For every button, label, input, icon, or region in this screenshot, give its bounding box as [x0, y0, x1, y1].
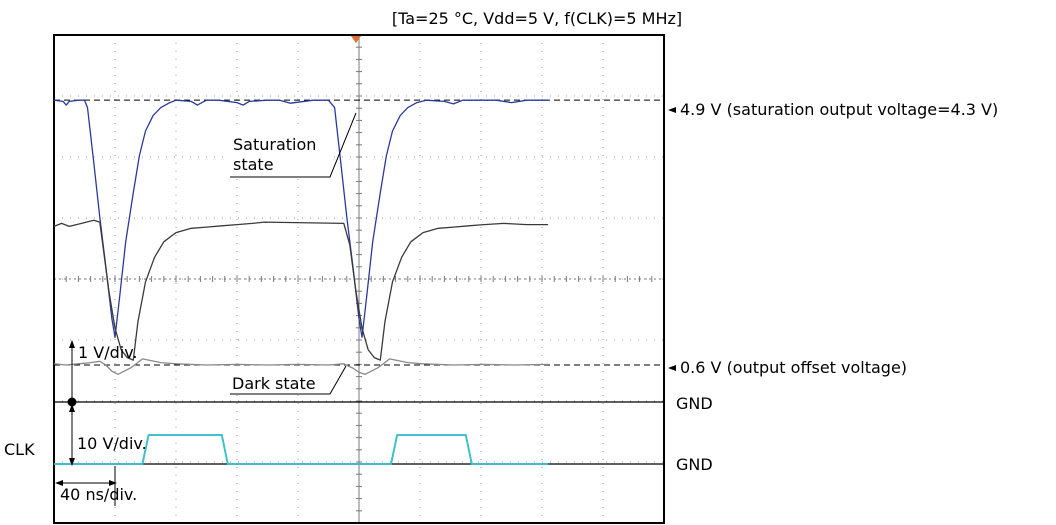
oscilloscope-screen: [53, 34, 665, 524]
trigger-marker-icon: [351, 36, 361, 43]
volt-div-clk-label: 10 V/div.: [77, 434, 147, 453]
time-div-label: 40 ns/div.: [60, 485, 137, 504]
graticule-grid: [53, 34, 664, 524]
arrow-left-icon: [55, 480, 63, 486]
trigger-marker: [351, 36, 361, 43]
arrow-left-icon: [668, 107, 676, 113]
clk-label: CLK: [4, 440, 35, 459]
offset-level-label: 0.6 V (output offset voltage): [680, 358, 907, 377]
ground-dot-icon: [67, 397, 77, 407]
gnd-signal-label: GND: [676, 394, 713, 413]
dark-state-trace: [53, 358, 549, 375]
saturation-level-label: 4.9 V (saturation output voltage=4.3 V): [680, 100, 998, 119]
measurement-conditions: [Ta=25 °C, Vdd=5 V, f(CLK)=5 MHz]: [392, 9, 682, 28]
dark-state-callout: Dark state: [228, 365, 347, 395]
callout-leader: [230, 112, 357, 178]
arrow-up-icon: [69, 404, 75, 412]
time-div-annotation: 40 ns/div.: [55, 466, 137, 506]
arrow-up-icon: [69, 340, 75, 348]
saturation-state-callout: Saturation state: [228, 112, 357, 178]
gnd-clk-label: GND: [676, 455, 713, 474]
clk-trace-overlay: [54, 434, 549, 465]
callout-background: [228, 128, 332, 176]
volt-div-clk-annotation: 10 V/div.: [69, 404, 147, 466]
volt-div-signal-annotation: 1 V/div.: [67, 340, 138, 407]
screen-frame: [53, 34, 665, 524]
reference-lines: [54, 99, 664, 366]
arrow-right-icon: [109, 480, 117, 486]
saturation-state-label: Saturation state: [233, 135, 316, 174]
intermediate-trace: [53, 219, 549, 361]
dark-state-label: Dark state: [232, 374, 316, 393]
volt-div-signal-label: 1 V/div.: [78, 343, 138, 362]
arrow-down-icon: [69, 458, 75, 466]
callout-background: [228, 370, 332, 392]
arrow-left-icon: [668, 365, 676, 371]
callout-leader: [230, 365, 347, 395]
traces: [53, 99, 664, 465]
